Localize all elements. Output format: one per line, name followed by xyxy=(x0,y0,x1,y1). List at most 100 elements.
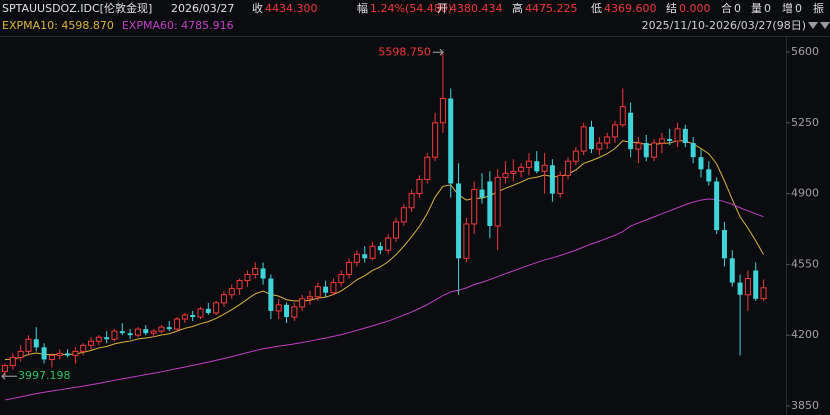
candle-body xyxy=(541,164,548,172)
candle-body xyxy=(353,253,360,263)
candle-body xyxy=(463,223,470,259)
legend-entry: EXPMA10: 4598.870 xyxy=(2,19,114,32)
candle-body xyxy=(299,298,306,308)
candle-body xyxy=(589,126,594,150)
candle-body xyxy=(525,160,532,168)
candle-body xyxy=(667,138,673,142)
quote-label: 幅 xyxy=(357,2,368,15)
candle-body xyxy=(41,347,47,360)
candle-body xyxy=(424,156,431,180)
quote-label: 合 xyxy=(721,1,732,15)
candle-body xyxy=(400,207,407,223)
candle-body xyxy=(104,337,110,340)
candle-body xyxy=(143,329,149,334)
candle-body xyxy=(494,176,501,227)
dropdown-icon[interactable] xyxy=(808,22,818,29)
candle-body xyxy=(362,254,368,259)
candle-body xyxy=(9,356,16,367)
low-label: 3997.198 xyxy=(18,369,71,382)
expma-line xyxy=(4,198,764,401)
candle-body xyxy=(393,221,399,239)
quote-label: 高 xyxy=(512,1,523,15)
candle-body xyxy=(596,142,603,150)
date: 2026/03/27 xyxy=(171,2,234,15)
quote-label: 增 xyxy=(782,1,793,15)
quote-value: 1.24%(54.480) xyxy=(370,2,452,15)
candle-body xyxy=(25,338,32,352)
quote-value: 4475.225 xyxy=(525,2,578,15)
candle-body xyxy=(2,365,8,373)
candle-body xyxy=(205,308,211,313)
quote-value: 0.000 xyxy=(679,2,711,15)
y-tick-label: 4900 xyxy=(791,187,819,200)
candle-body xyxy=(518,166,525,172)
candle-body xyxy=(658,138,665,144)
candle-body xyxy=(80,344,87,352)
candle-body xyxy=(643,143,649,158)
candle-body xyxy=(330,282,337,294)
candle-body xyxy=(158,326,165,332)
candle-body xyxy=(197,308,204,318)
quote-value: 4369.600 xyxy=(604,2,657,15)
candle-body xyxy=(260,268,266,279)
candle-body xyxy=(111,330,118,340)
candle-body xyxy=(760,287,767,300)
low-arrow-head xyxy=(1,372,6,380)
candle-body xyxy=(174,318,181,330)
quote-label: 结 xyxy=(666,2,677,15)
candle-body xyxy=(510,170,517,174)
candle-body xyxy=(487,181,493,226)
candle-body xyxy=(565,160,572,176)
candle-body xyxy=(572,150,579,162)
candle-body xyxy=(580,126,587,152)
candle-body xyxy=(549,165,555,194)
candle-body xyxy=(377,246,383,251)
candle-body xyxy=(284,304,290,317)
candle-body xyxy=(753,270,759,299)
candle-body xyxy=(134,328,141,336)
candle-body xyxy=(65,353,71,356)
candle-body xyxy=(385,237,392,251)
dropdown-icon[interactable] xyxy=(820,22,830,29)
candle-body xyxy=(408,193,415,209)
candle-body xyxy=(651,142,658,158)
date-range: 2025/11/10-2026/03/27(98日) xyxy=(642,19,806,32)
legend-entry: EXPMA60: 4785.916 xyxy=(122,19,234,32)
candle-body xyxy=(698,157,704,170)
candle-body xyxy=(690,143,696,158)
candle-body xyxy=(502,172,509,178)
candle-body xyxy=(706,169,712,182)
candle-body xyxy=(95,336,102,342)
candle-body xyxy=(456,183,462,259)
candle-body xyxy=(119,331,125,334)
quote-label: 开 xyxy=(437,2,448,15)
quote-value: 0 xyxy=(734,2,741,15)
y-tick-label: 4550 xyxy=(791,257,819,270)
candle-body xyxy=(220,294,227,304)
expma-line xyxy=(4,140,764,360)
quote-value: 4434.300 xyxy=(265,2,318,15)
candle-body xyxy=(88,340,95,346)
quote-value: 0 xyxy=(764,2,771,15)
candle-body xyxy=(127,333,133,336)
candle-body xyxy=(471,189,478,225)
candle-body xyxy=(416,178,423,195)
candle-body xyxy=(557,174,564,195)
candle-body xyxy=(166,327,172,330)
y-tick-label: 5250 xyxy=(791,116,819,129)
candle-body xyxy=(439,98,446,124)
candle-body xyxy=(236,280,243,290)
quote-value: 4380.434 xyxy=(450,2,503,15)
candle-body xyxy=(33,339,39,348)
candle-body xyxy=(479,189,485,198)
high-label: 5598.750 xyxy=(378,45,431,58)
candle-body xyxy=(314,286,321,298)
candle-body xyxy=(729,258,735,283)
candle-body xyxy=(190,314,196,317)
candle-body xyxy=(275,304,282,312)
candle-body xyxy=(619,106,626,126)
symbol: SPTAUUSDOZ.IDC[伦敦金现] xyxy=(2,1,152,15)
quote-label: 低 xyxy=(591,2,602,15)
